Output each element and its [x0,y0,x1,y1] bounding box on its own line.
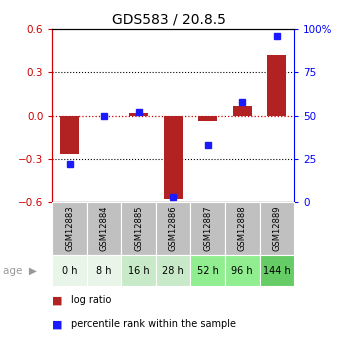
Text: 16 h: 16 h [128,266,149,276]
Bar [52,255,87,286]
Text: GSM12886: GSM12886 [169,206,178,252]
Text: 96 h: 96 h [232,266,253,276]
Bar [225,255,260,286]
Bar [164,116,183,199]
Text: GDS583 / 20.8.5: GDS583 / 20.8.5 [112,12,226,26]
Text: GSM12883: GSM12883 [65,206,74,252]
Text: GSM12884: GSM12884 [100,206,109,251]
Bar [198,116,217,121]
Bar [60,116,79,155]
Text: ■: ■ [52,295,63,305]
Bar [191,255,225,286]
Bar [233,106,252,116]
Text: GSM12889: GSM12889 [272,206,281,251]
Bar [260,202,294,255]
Text: GSM12887: GSM12887 [203,206,212,252]
Text: GSM12885: GSM12885 [134,206,143,251]
Bar [225,202,260,255]
Text: log ratio: log ratio [71,295,111,305]
Text: 0 h: 0 h [62,266,77,276]
Bar [260,255,294,286]
Text: percentile rank within the sample: percentile rank within the sample [71,319,236,329]
Text: age  ▶: age ▶ [3,266,37,276]
Bar [52,202,87,255]
Text: 52 h: 52 h [197,266,219,276]
Bar [121,255,156,286]
Bar [87,255,121,286]
Bar [87,202,121,255]
Text: 8 h: 8 h [96,266,112,276]
Text: 28 h: 28 h [162,266,184,276]
Bar [156,255,191,286]
Bar [191,202,225,255]
Bar [129,113,148,116]
Text: GSM12888: GSM12888 [238,206,247,252]
Text: ■: ■ [52,319,63,329]
Bar [267,55,286,116]
Text: 144 h: 144 h [263,266,291,276]
Bar [156,202,191,255]
Bar [121,202,156,255]
